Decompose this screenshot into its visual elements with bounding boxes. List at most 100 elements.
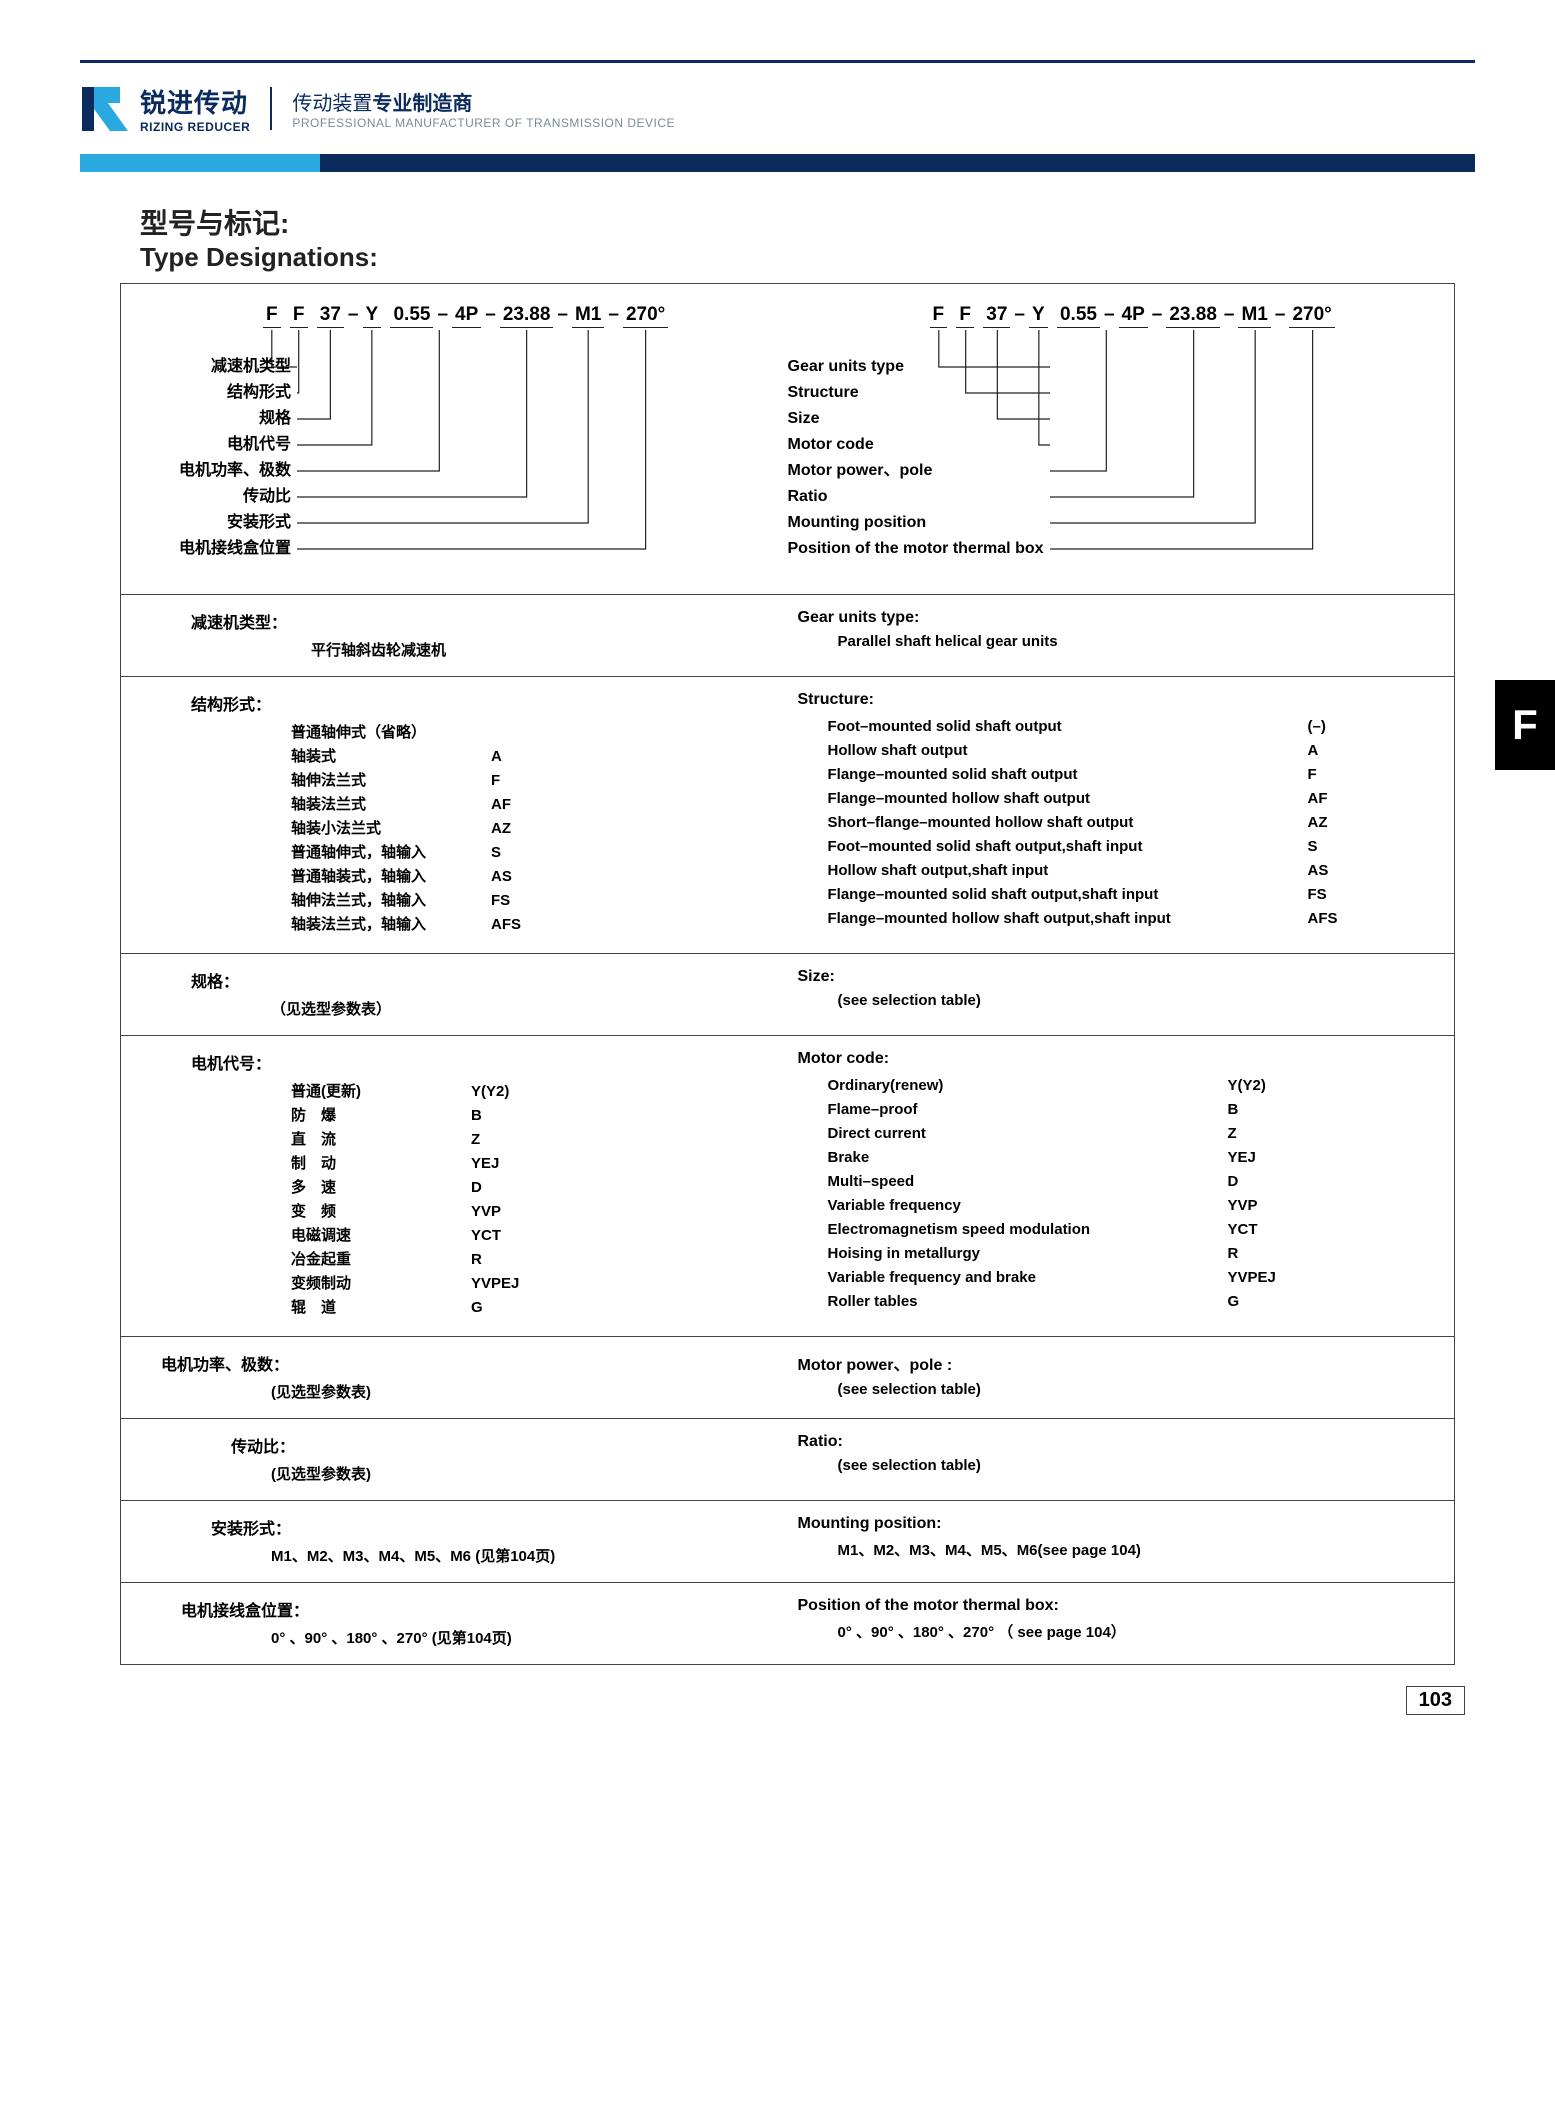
list-item: Flame–proofB [828,1098,1308,1122]
designation-label: Position of the motor thermal box [788,536,1044,562]
logo: 锐进传动 RIZING REDUCER [80,83,250,134]
ratio-cn-v: (见选型参数表) [271,1463,778,1484]
motor-code-cn-list: 普通(更新)Y(Y2)防 爆B直 流Z制 动YEJ多 速D变 频YVP电磁调速Y… [291,1080,551,1320]
structure-cn-h: 结构形式： [191,691,778,715]
motor-code-en-h: Motor code: [798,1050,1425,1068]
tagline-en: PROFESSIONAL MANUFACTURER OF TRANSMISSIO… [292,116,675,130]
designation-label: 电机功率、极数 [141,458,291,484]
list-item: 直 流Z [291,1128,551,1152]
list-item: 多 速D [291,1176,551,1200]
designation-label: Gear units type [788,354,1044,380]
list-item: 轴装小法兰式AZ [291,817,571,841]
ratio-en-h: Ratio: [798,1433,1425,1451]
list-item: Short–flange–mounted hollow shaft output… [828,811,1388,835]
list-item: Variable frequencyYVP [828,1194,1308,1218]
section-designation: F F 37–Y 0.55–4P–23.88–M1–270° 减速机类型结构形式… [121,284,1454,594]
list-item: Multi–speedD [828,1170,1308,1194]
list-item: Foot–mounted solid shaft output,shaft in… [828,835,1388,859]
tagline: 传动装置专业制造商 PROFESSIONAL MANUFACTURER OF T… [270,87,675,130]
designation-label: 电机代号 [141,432,291,458]
list-item: Hollow shaft outputA [828,739,1388,763]
section-structure: 结构形式： 普通轴伸式（省略）轴装式A轴伸法兰式F轴装法兰式AF轴装小法兰式AZ… [121,676,1454,953]
list-item: 辊 道G [291,1296,551,1320]
list-item: BrakeYEJ [828,1146,1308,1170]
list-item: 冶金起重R [291,1248,551,1272]
code-en: F F 37–Y 0.55–4P–23.88–M1–270° [928,304,1337,328]
top-rule [80,60,1475,63]
gear-type-en-v: Parallel shaft helical gear units [838,633,1425,650]
structure-cn-list: 普通轴伸式（省略）轴装式A轴伸法兰式F轴装法兰式AF轴装小法兰式AZ普通轴伸式，… [291,721,571,937]
designation-label: 传动比 [141,484,291,510]
designation-en: F F 37–Y 0.55–4P–23.88–M1–270° Gear unit… [788,298,1435,578]
list-item: 轴装式A [291,745,571,769]
section-motor-power: 电机功率、极数： (见选型参数表) Motor power、pole : (se… [121,1336,1454,1418]
list-item: Flange–mounted solid shaft outputF [828,763,1388,787]
logo-cn: 锐进传动 [140,83,250,120]
header: 锐进传动 RIZING REDUCER 传动装置专业制造商 PROFESSION… [80,83,1475,134]
structure-en-list: Foot–mounted solid shaft output(–)Hollow… [828,715,1388,931]
title-en: Type Designations: [140,242,1475,273]
section-mounting: 安装形式： M1、M2、M3、M4、M5、M6 (见第104页) Mountin… [121,1500,1454,1582]
list-item: Flange–mounted hollow shaft output,shaft… [828,907,1388,931]
list-item: 变 频YVP [291,1200,551,1224]
designation-label: 安装形式 [141,510,291,536]
logo-icon [80,85,130,133]
gear-type-cn-h: 减速机类型： [191,609,778,633]
color-bar-navy [320,154,1475,172]
motor-power-en-v: (see selection table) [838,1381,1425,1398]
motor-power-en-h: Motor power、pole : [798,1351,1425,1375]
list-item: 电磁调速YCT [291,1224,551,1248]
list-item: Electromagnetism speed modulationYCT [828,1218,1308,1242]
page-number: 103 [1406,1686,1465,1715]
title-cn: 型号与标记: [140,202,1475,242]
structure-en-h: Structure: [798,691,1425,709]
designation-label: 规格 [141,406,291,432]
list-item: Flange–mounted solid shaft output,shaft … [828,883,1388,907]
gear-type-en-h: Gear units type: [798,609,1425,627]
labels-cn: 减速机类型结构形式规格电机代号电机功率、极数传动比安装形式电机接线盒位置 [141,354,291,562]
list-item: 轴装法兰式AF [291,793,571,817]
mounting-en-h: Mounting position: [798,1515,1425,1533]
designation-label: Size [788,406,1044,432]
designation-label: 结构形式 [141,380,291,406]
designation-label: Motor power、pole [788,458,1044,484]
color-bar [80,154,1475,172]
list-item: 防 爆B [291,1104,551,1128]
list-item: 普通轴伸式（省略） [291,721,571,745]
designation-label: 电机接线盒位置 [141,536,291,562]
list-item: 普通轴装式，轴输入AS [291,865,571,889]
list-item: Direct currentZ [828,1122,1308,1146]
list-item: Foot–mounted solid shaft output(–) [828,715,1388,739]
section-motor-code: 电机代号： 普通(更新)Y(Y2)防 爆B直 流Z制 动YEJ多 速D变 频YV… [121,1035,1454,1336]
size-cn-v: （见选型参数表） [271,998,778,1019]
designation-label: Motor code [788,432,1044,458]
list-item: 普通(更新)Y(Y2) [291,1080,551,1104]
title-block: 型号与标记: Type Designations: [140,202,1475,273]
code-cn: F F 37–Y 0.55–4P–23.88–M1–270° [261,304,670,328]
size-cn-h: 规格： [191,968,778,992]
list-item: Roller tablesG [828,1290,1308,1314]
motor-code-en-list: Ordinary(renew)Y(Y2)Flame–proofBDirect c… [828,1074,1308,1314]
designation-label: Structure [788,380,1044,406]
logo-en: RIZING REDUCER [140,120,250,134]
mounting-cn-h: 安装形式： [211,1515,778,1539]
side-tab: F [1495,680,1555,770]
motor-power-cn-h: 电机功率、极数： [161,1351,778,1375]
main-box: F F 37–Y 0.55–4P–23.88–M1–270° 减速机类型结构形式… [120,283,1455,1665]
designation-cn: F F 37–Y 0.55–4P–23.88–M1–270° 减速机类型结构形式… [141,298,788,578]
mounting-cn-v: M1、M2、M3、M4、M5、M6 (见第104页) [271,1545,778,1566]
list-item: Variable frequency and brakeYVPEJ [828,1266,1308,1290]
motor-code-cn-h: 电机代号： [191,1050,778,1074]
ratio-en-v: (see selection table) [838,1457,1425,1474]
list-item: 轴伸法兰式，轴输入FS [291,889,571,913]
list-item: 普通轴伸式，轴输入S [291,841,571,865]
list-item: 轴装法兰式，轴输入AFS [291,913,571,937]
list-item: 轴伸法兰式F [291,769,571,793]
list-item: Hoising in metallurgyR [828,1242,1308,1266]
motor-power-cn-v: (见选型参数表) [271,1381,778,1402]
section-thermal: 电机接线盒位置： 0° 、90° 、180° 、270° (见第104页) Po… [121,1582,1454,1664]
thermal-cn-v: 0° 、90° 、180° 、270° (见第104页) [271,1627,778,1648]
list-item: Hollow shaft output,shaft inputAS [828,859,1388,883]
tagline-cn: 传动装置专业制造商 [292,87,675,116]
designation-label: Ratio [788,484,1044,510]
